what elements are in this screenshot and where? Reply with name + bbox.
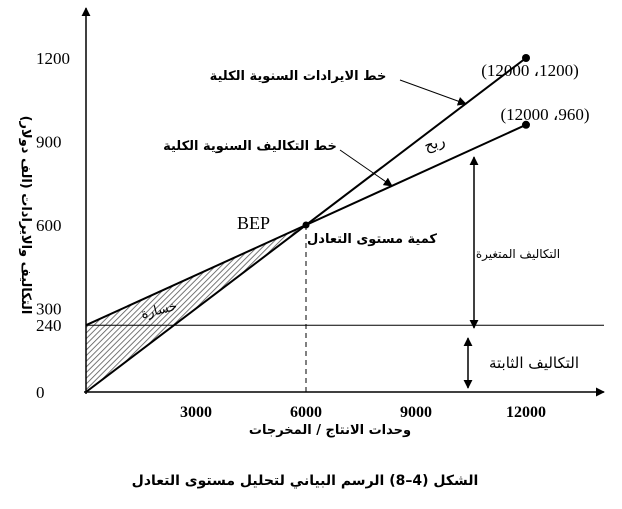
x-tick-label: 9000	[400, 404, 432, 421]
y-tick-label: 300	[36, 300, 62, 319]
data-point-bep	[302, 221, 310, 229]
figure-caption: الشكل (4–8) الرسم البياني لتحليل مستوى ا…	[132, 473, 479, 489]
revenue-label-pointer	[399, 79, 467, 106]
variable-costs-label: التكاليف المتغيرة	[476, 247, 560, 262]
data-point-revenue-end	[522, 54, 530, 62]
data-point-cost-end	[522, 120, 530, 129]
y-tick-label: 600	[36, 216, 62, 235]
bep-label: BEP	[237, 213, 270, 233]
x-axis-label: وحدات الانتاج / المخرجات	[249, 423, 411, 438]
fixed-costs-label: التكاليف الثابتة	[489, 354, 579, 372]
point-label-revenue: (12000 ،1200)	[481, 61, 579, 80]
y-axis-label: التكاليف والايرادات (الف دولار)	[18, 116, 33, 315]
x-tick-labels: 3000 6000 9000 12000	[180, 404, 546, 421]
x-tick-label: 6000	[290, 404, 322, 421]
profit-label: ربح	[422, 131, 448, 155]
y-tick-label: 1200	[36, 49, 70, 68]
y-tick-label: 0	[36, 383, 45, 402]
point-label-cost: (12000 ،960)	[500, 105, 589, 124]
series-label-cost: خط التكاليف السنوية الكلية	[163, 139, 337, 154]
x-tick-label: 12000	[506, 404, 546, 421]
y-tick-label: 240	[36, 316, 62, 335]
bep-quantity-label: كمية مستوى التعادل	[307, 232, 437, 247]
series-label-revenue: خط الايرادات السنوية الكلية	[210, 69, 387, 84]
x-tick-label: 3000	[180, 404, 212, 421]
cost-label-pointer	[339, 149, 393, 187]
y-tick-label: 900	[36, 133, 62, 152]
